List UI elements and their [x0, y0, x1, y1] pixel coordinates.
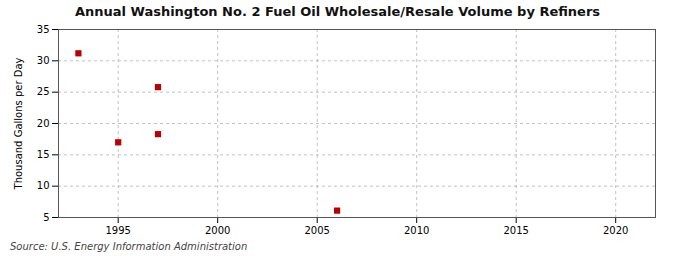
- svg-text:2000: 2000: [205, 225, 230, 236]
- svg-text:15: 15: [37, 149, 50, 160]
- svg-text:2010: 2010: [404, 225, 429, 236]
- svg-text:2020: 2020: [603, 225, 628, 236]
- svg-text:20: 20: [37, 118, 50, 129]
- svg-text:30: 30: [37, 55, 50, 66]
- svg-text:10: 10: [37, 180, 50, 191]
- svg-text:35: 35: [37, 24, 50, 35]
- svg-text:Thousand Gallons per Day: Thousand Gallons per Day: [13, 57, 24, 190]
- svg-text:5: 5: [43, 212, 49, 223]
- svg-text:2015: 2015: [503, 225, 528, 236]
- svg-text:25: 25: [37, 86, 50, 97]
- svg-text:1995: 1995: [105, 225, 130, 236]
- html-text:Source: U.S. Energy Informatio: Source: U.S. Energy Information Administ…: [10, 241, 248, 252]
- svg-text:2005: 2005: [304, 225, 329, 236]
- html-text:Annual Washington No. 2 Fuel O: Annual Washington No. 2 Fuel Oil Wholesa…: [74, 4, 601, 19]
